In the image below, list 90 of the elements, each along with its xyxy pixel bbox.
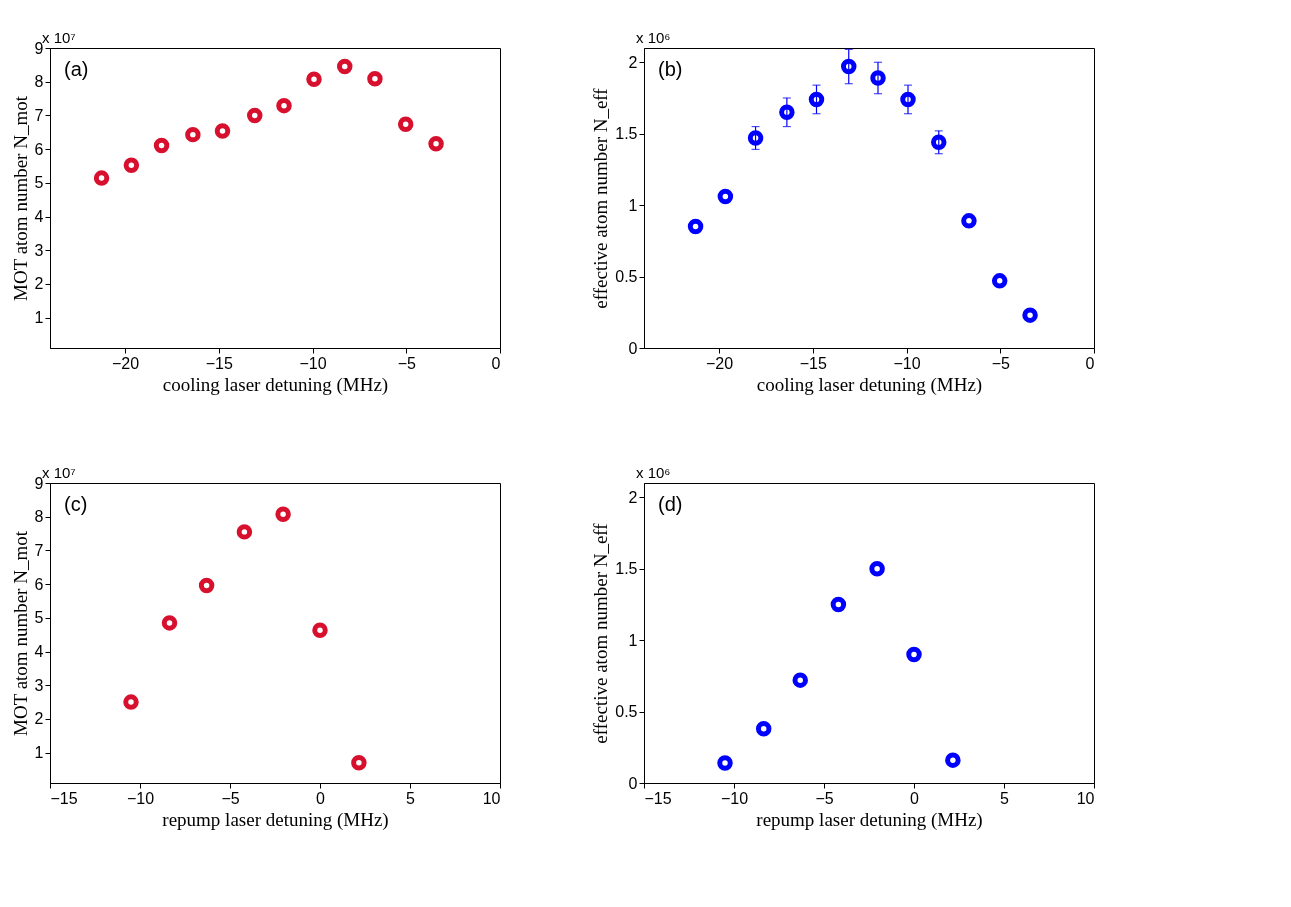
x-tick-label: −15	[799, 354, 827, 372]
y-tick-label: 7	[34, 541, 44, 559]
y-tick-label: 4	[34, 208, 44, 226]
y-tick-label: 0.5	[615, 268, 638, 286]
y-tick-label: 0.5	[615, 703, 638, 721]
x-tick-label: −5	[221, 789, 240, 807]
point	[123, 157, 140, 174]
x-tick-label: 0	[491, 354, 501, 372]
x-tick-label: −5	[397, 354, 416, 372]
y-tick-label: 7	[34, 106, 44, 124]
point	[153, 137, 170, 154]
point	[961, 213, 977, 229]
y-tick-label: 3	[34, 676, 44, 694]
y-tick-label: 5	[34, 609, 44, 627]
y-tick-label: 5	[34, 174, 44, 192]
point	[397, 116, 414, 132]
point	[931, 134, 947, 151]
point	[428, 136, 444, 152]
point	[93, 170, 110, 186]
x-tick-label: −10	[893, 354, 921, 372]
annotation: (d)	[658, 493, 683, 515]
annotation: (a)	[64, 58, 89, 80]
y-tick-label: 0	[628, 339, 638, 357]
x-tick-label: −15	[50, 789, 78, 807]
text: x 10⁷	[42, 29, 76, 46]
x-tick-label: −20	[111, 354, 140, 372]
x-tick-label: 0	[316, 789, 326, 807]
x-tick-label: −20	[705, 354, 734, 372]
x-tick-label: 10	[482, 789, 501, 807]
point	[991, 273, 1008, 289]
x-tick-label: 5	[406, 789, 416, 807]
y-axis-title: MOT atom number N_mot	[9, 530, 31, 736]
point	[841, 58, 857, 75]
point	[808, 91, 825, 108]
x-axis-title: cooling laser detuning (MHz)	[756, 373, 983, 396]
y-tick-label: 9	[34, 474, 44, 492]
y-axis-title: effective atom number N_eff	[590, 522, 612, 744]
y-tick-label: 1	[628, 631, 638, 649]
x-tick-label: −10	[720, 789, 749, 807]
x-axis-title: repump laser detuning (MHz)	[162, 808, 389, 831]
y-tick-label: 6	[34, 140, 44, 158]
point	[306, 71, 322, 88]
point	[367, 70, 383, 87]
y-axis-title: effective atom number N_eff	[590, 87, 612, 309]
y-tick-label: 2	[628, 53, 638, 71]
y-tick-label: 2	[34, 275, 44, 293]
x-tick-label: 10	[1076, 789, 1095, 807]
x-tick-label: −10	[299, 354, 327, 372]
point	[747, 130, 764, 146]
y-tick-label: 1.5	[615, 125, 638, 143]
y-tick-label: 1.5	[615, 560, 638, 578]
text: x 10⁷	[42, 464, 76, 481]
y-tick-label: 1	[628, 196, 638, 214]
point	[337, 58, 353, 75]
x-tick-label: 0	[910, 789, 920, 807]
point	[779, 104, 795, 121]
point	[687, 218, 704, 235]
point	[717, 188, 734, 205]
annotation: (b)	[658, 58, 683, 80]
text: x 10⁶	[636, 29, 671, 46]
y-tick-label: 6	[34, 575, 44, 593]
point	[185, 126, 201, 143]
x-tick-label: 0	[1085, 354, 1095, 372]
x-axis-title: repump laser detuning (MHz)	[756, 808, 983, 831]
y-tick-label: 2	[628, 488, 638, 506]
x-tick-label: −15	[644, 789, 672, 807]
y-axis-title: MOT atom number N_mot	[9, 95, 31, 301]
y-tick-label: 1	[34, 309, 44, 327]
point	[1022, 307, 1038, 323]
y-tick-label: 8	[34, 73, 44, 91]
x-tick-label: −10	[126, 789, 155, 807]
y-tick-label: 4	[34, 643, 44, 661]
x-tick-label: −15	[205, 354, 233, 372]
x-tick-label: 5	[1000, 789, 1010, 807]
y-tick-label: 1	[34, 744, 44, 762]
text: x 10⁶	[636, 464, 671, 481]
annotation: (c)	[64, 493, 88, 515]
point	[276, 97, 292, 114]
point	[247, 107, 263, 124]
y-tick-label: 2	[34, 710, 44, 728]
x-tick-label: −5	[991, 354, 1010, 372]
point	[870, 70, 886, 86]
y-tick-label: 3	[34, 241, 44, 259]
y-tick-label: 9	[34, 39, 44, 57]
y-tick-label: 8	[34, 508, 44, 526]
y-tick-label: 0	[628, 774, 638, 792]
point	[900, 91, 916, 108]
x-tick-label: −5	[815, 789, 834, 807]
point	[214, 123, 231, 139]
x-axis-title: cooling laser detuning (MHz)	[162, 373, 389, 396]
